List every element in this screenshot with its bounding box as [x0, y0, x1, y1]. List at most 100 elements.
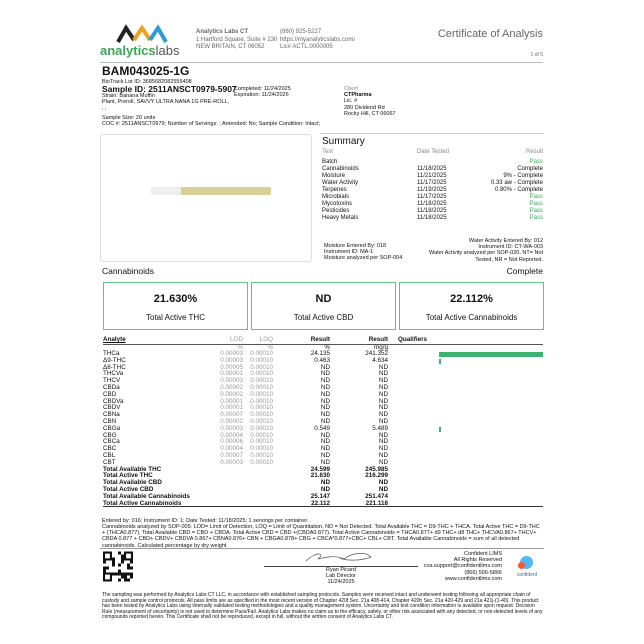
table-row: CBN 0.00002 0.00010 ND ND [103, 418, 543, 426]
date-tested: 11/19/2025 [417, 187, 447, 193]
lab-contact: (860) 925-5227 https://myanalyticslabs.c… [280, 29, 355, 52]
result-percent: ND [320, 384, 330, 391]
result-mgg: ND [378, 486, 388, 493]
analyte-name: CBL [103, 452, 116, 459]
analyte-name: CBN [103, 418, 117, 425]
total-name: Total Active THC [103, 472, 153, 480]
date-tested: 11/18/2025 [417, 215, 447, 221]
product-extra: , , [102, 105, 107, 112]
result-mgg: ND [378, 377, 388, 385]
lod: 0.00003 [220, 424, 243, 432]
product-image-panel [100, 134, 312, 262]
client-label: Client [344, 86, 359, 92]
biotrack-id: BioTrack Lot ID: 3685682082555408 [102, 79, 192, 85]
lod: 0.00004 [220, 431, 243, 439]
lab-address: Analytics Labs CT 1 Hartford Square, Sui… [196, 29, 277, 52]
strain: Strain: Banana Muffin [102, 93, 155, 99]
total-name: Total Active CBD [103, 486, 154, 493]
test-result: Pass [529, 215, 543, 221]
note-line: Instrument ID: CT-WA-003 [478, 244, 543, 251]
loq: 0.00010 [250, 356, 273, 364]
test-result: 0.80% - Complete [494, 187, 543, 193]
table-row: CBDV 0.00001 0.00010 ND ND [103, 405, 543, 412]
lod: 0.00003 [220, 458, 243, 466]
address-line: 1 Hartford Square, Suite # 230 [196, 36, 278, 43]
result-percent: 25.147 [310, 492, 330, 500]
units-row: % % % mg/g [103, 343, 543, 352]
col-header: Result [525, 149, 543, 155]
result-mgg: ND [378, 411, 388, 419]
test-name: Water Activity [322, 180, 359, 186]
sample-details: Strain: Banana Muffin Plant, Preroll, SA… [102, 93, 229, 112]
summary-divider [320, 133, 544, 134]
lims-email[interactable]: coa.support@confidentlims.com [423, 563, 502, 570]
loq: 0.00010 [250, 397, 273, 405]
total-name: Total Available CBD [103, 479, 162, 487]
analyte-name: CBT [103, 458, 116, 466]
test-name: Microbials [322, 194, 350, 200]
result-mgg: ND [378, 445, 388, 453]
loq: 0.00010 [250, 390, 273, 398]
analyte-name: Δ9-THC [103, 356, 126, 364]
box-label: Total Active CBD [293, 313, 354, 322]
loq: 0.00010 [250, 404, 273, 412]
loq: 0.00010 [250, 452, 273, 459]
result-bar [439, 358, 441, 364]
summary-table: Test Date Tested Result [322, 149, 543, 158]
loq: 0.00010 [250, 431, 273, 439]
result-percent: ND [320, 390, 330, 398]
date-tested: 11/17/2025 [417, 180, 447, 186]
result-percent: ND [320, 411, 330, 419]
total-name: Total Available THC [103, 465, 162, 473]
result-mgg: 221.118 [365, 499, 388, 507]
total-thc-box: 21.630% Total Active THC [103, 282, 248, 330]
result-percent: ND [320, 397, 330, 405]
result-percent: ND [320, 377, 330, 385]
result-percent: 24.599 [310, 465, 330, 473]
result-percent: ND [320, 458, 330, 466]
analyte-name: CBGa [103, 424, 121, 432]
analyte-name: CBDV [103, 404, 121, 412]
lims-rights: All Rights Reserved [453, 557, 502, 564]
unit: % [267, 343, 273, 351]
note-line: Water Activity analyzed per SOP-020. NT=… [429, 250, 543, 257]
analyte-name: THCa [103, 350, 120, 357]
signature-image [305, 553, 372, 562]
preroll-image [151, 187, 271, 195]
result-mgg: ND [378, 438, 388, 446]
result-percent: ND [320, 363, 330, 371]
summary-row: Water Activity 11/17/2025 0.33 aw - Comple… [322, 180, 543, 187]
signature-line [264, 566, 418, 567]
test-name: Batch [322, 159, 338, 165]
result-percent: ND [320, 418, 330, 425]
date-tested: 11/18/2025 [417, 166, 447, 172]
result-bar [439, 426, 442, 432]
table-row: CBT 0.00003 0.00010 ND ND [103, 458, 543, 467]
total-row: Total Available CBD ND ND [103, 479, 543, 487]
confident-logo: confident [509, 556, 545, 582]
date-tested: 11/17/2025 [417, 194, 447, 200]
client-block: Client CTPharma Lic. # 280 Dividend Rd R… [344, 86, 396, 117]
test-name: Heavy Metals [322, 215, 359, 221]
result-percent: ND [320, 431, 330, 439]
lims-website[interactable]: www.confidentlims.com [444, 575, 502, 582]
analyte-name: CBDVa [103, 397, 124, 405]
section-status: Complete [506, 266, 543, 276]
total-name: Total Active Cannabinoids [103, 499, 182, 507]
lab-website[interactable]: https://myanalyticslabs.com/ [280, 36, 356, 43]
analyte-name: Δ8-THC [103, 363, 126, 371]
result-percent: ND [320, 438, 330, 446]
lod: 0.00007 [220, 452, 243, 459]
summary-row: Terpenes 11/19/2025 0.80% - Complete [322, 187, 543, 194]
completed-date: Completed: 11/24/2025 [234, 86, 291, 92]
divider [100, 62, 543, 63]
test-result: Pass [529, 208, 543, 214]
lod: 0.00003 [220, 356, 243, 364]
date-tested: 11/18/2025 [417, 208, 447, 214]
qr-code-icon[interactable] [103, 551, 133, 582]
lod: 0.00001 [220, 397, 243, 405]
loq: 0.00010 [250, 458, 273, 466]
total-row: Total Active Cannabinoids 22.112 221.118 [103, 499, 543, 508]
result-percent: ND [320, 370, 330, 378]
analyte-name: CBG [103, 431, 117, 439]
